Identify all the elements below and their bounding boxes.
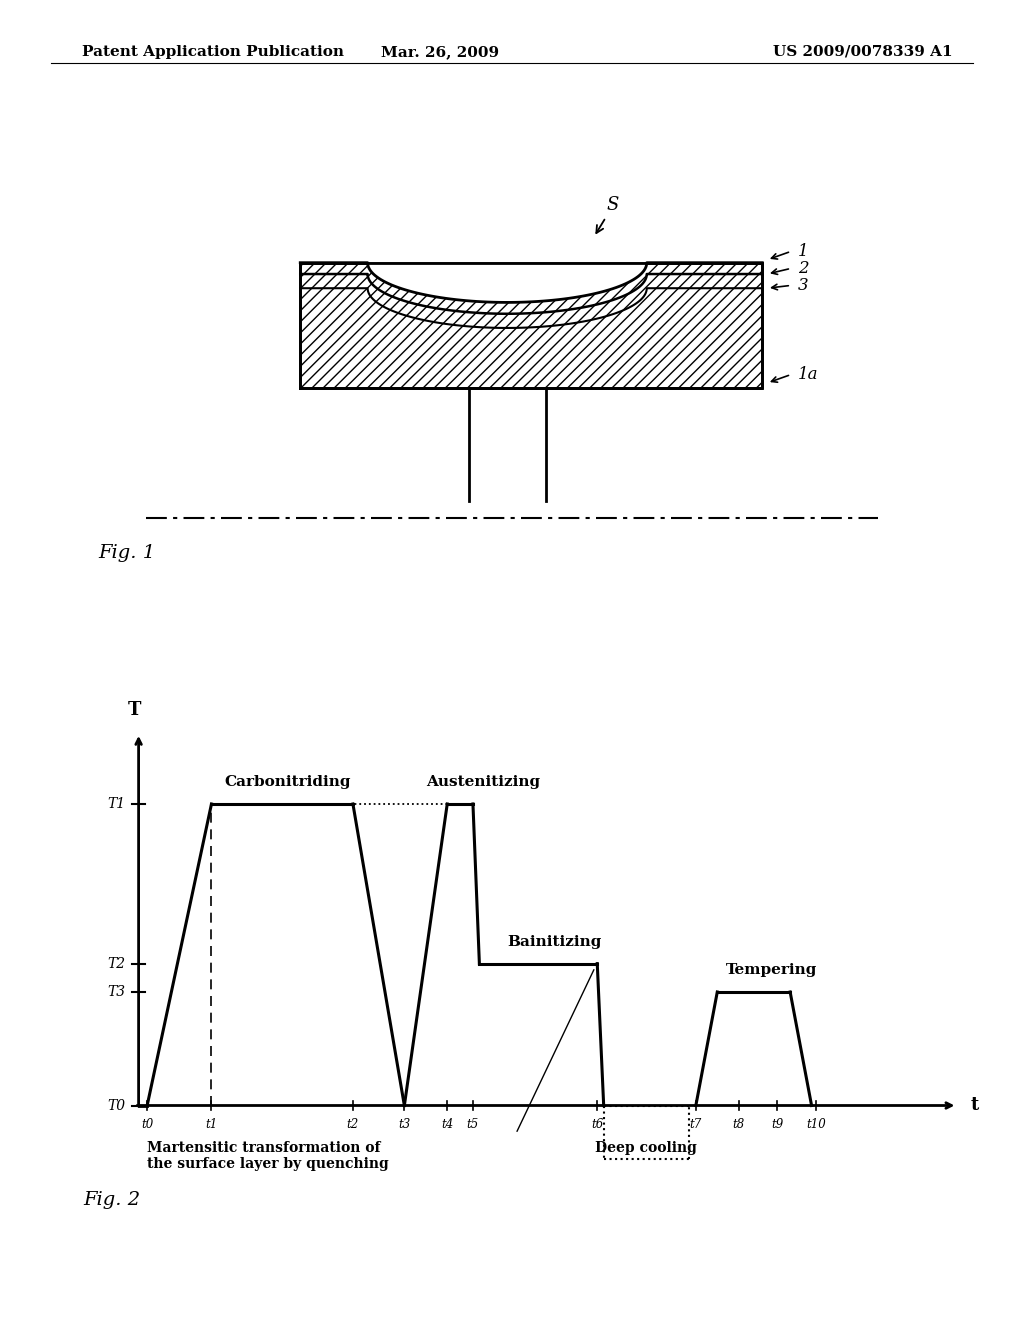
Text: t6: t6 (591, 1118, 603, 1131)
Polygon shape (368, 263, 647, 302)
Text: T: T (128, 701, 141, 719)
Text: t2: t2 (347, 1118, 359, 1131)
Text: Bainitizing: Bainitizing (507, 935, 602, 949)
Text: 1: 1 (798, 243, 809, 260)
Text: t3: t3 (398, 1118, 411, 1131)
Text: T1: T1 (108, 797, 126, 810)
Text: Fig. 1: Fig. 1 (98, 544, 156, 562)
Text: 3: 3 (798, 277, 809, 294)
Text: t5: t5 (467, 1118, 479, 1131)
Text: t7: t7 (690, 1118, 702, 1131)
FancyBboxPatch shape (300, 263, 762, 388)
Text: 1a: 1a (798, 366, 818, 383)
Text: Mar. 26, 2009: Mar. 26, 2009 (381, 45, 500, 59)
Text: T3: T3 (108, 985, 126, 999)
Text: Austenitizing: Austenitizing (426, 775, 540, 789)
Text: T0: T0 (108, 1098, 126, 1113)
Text: S: S (596, 197, 620, 234)
Text: T2: T2 (108, 957, 126, 970)
Text: t: t (970, 1097, 978, 1114)
Text: t0: t0 (141, 1118, 154, 1131)
Text: Deep cooling: Deep cooling (595, 1140, 697, 1155)
Text: Tempering: Tempering (726, 964, 817, 977)
Text: t1: t1 (206, 1118, 217, 1131)
Text: t4: t4 (441, 1118, 454, 1131)
Text: Carbonitriding: Carbonitriding (224, 775, 351, 789)
Text: Fig. 2: Fig. 2 (83, 1191, 140, 1209)
Text: t8: t8 (732, 1118, 744, 1131)
Text: Patent Application Publication: Patent Application Publication (82, 45, 344, 59)
Text: t10: t10 (806, 1118, 825, 1131)
Text: 2: 2 (798, 260, 809, 277)
Text: US 2009/0078339 A1: US 2009/0078339 A1 (773, 45, 952, 59)
Text: Martensitic transformation of
the surface layer by quenching: Martensitic transformation of the surfac… (147, 1140, 389, 1171)
Text: t9: t9 (771, 1118, 783, 1131)
